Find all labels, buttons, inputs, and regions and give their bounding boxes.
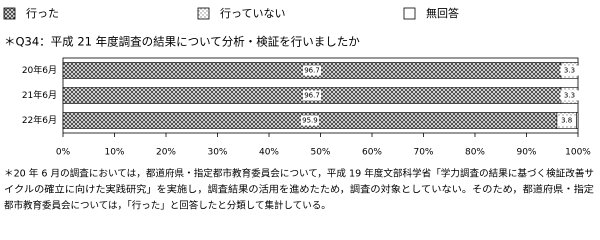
footnote: 都市教育委員会については，「行った」と回答したと分類して集計している。 xyxy=(4,200,331,212)
chart-title: ＊Q34：平成 21 年度調査の結果について分析・検証を行いましたか xyxy=(4,35,360,49)
value-label: 96.7 xyxy=(304,92,320,100)
y-tick-label: 20年6月 xyxy=(22,64,57,76)
x-tick-label: 80% xyxy=(465,148,485,158)
legend-swatch xyxy=(197,7,210,20)
legend-label: 行った xyxy=(26,7,59,20)
legend-swatch xyxy=(403,7,416,20)
bar-segment xyxy=(576,112,579,129)
chart: ＊Q34：平成 21 年度調査の結果について分析・検証を行いましたか 行った 行っ… xyxy=(3,6,595,212)
x-tick-label: 70% xyxy=(413,148,433,158)
value-label: 3.8 xyxy=(561,117,572,125)
value-label: 95.9 xyxy=(302,117,318,125)
x-tick-label: 10% xyxy=(104,148,124,158)
value-label: 96.7 xyxy=(304,67,320,75)
value-label-bg xyxy=(560,65,579,76)
x-tick-label: 60% xyxy=(362,148,382,158)
value-label: 3.3 xyxy=(564,67,575,75)
x-tick-label: 50% xyxy=(310,148,330,158)
value-label: 3.3 xyxy=(564,92,575,100)
value-label-bg xyxy=(557,115,576,126)
x-tick-label: 20% xyxy=(156,148,176,158)
footnote: イクルの確立に向けた実践研究」を実施し，調査結果の活用を進めたため，調査の対象と… xyxy=(4,184,595,196)
y-tick-label: 21年6月 xyxy=(22,89,57,101)
value-label-bg xyxy=(560,90,579,101)
legend-swatch xyxy=(3,7,16,20)
value-label-bg xyxy=(303,65,322,76)
x-tick-label: 40% xyxy=(259,148,279,158)
x-tick-label: 30% xyxy=(207,148,227,158)
value-label-bg xyxy=(300,115,319,126)
legend-label: 無回答 xyxy=(426,6,459,20)
x-tick-label: 0% xyxy=(56,148,71,158)
footnote: ＊20 年 6 月の調査においては，都道府県・指定都市教育委員会について，平成 … xyxy=(4,168,594,180)
value-label-bg xyxy=(303,90,322,101)
x-tick-label: 100% xyxy=(565,148,591,158)
legend-label: 行っていない xyxy=(220,7,285,20)
y-tick-label: 22年6月 xyxy=(22,114,57,126)
x-tick-label: 90% xyxy=(516,148,536,158)
